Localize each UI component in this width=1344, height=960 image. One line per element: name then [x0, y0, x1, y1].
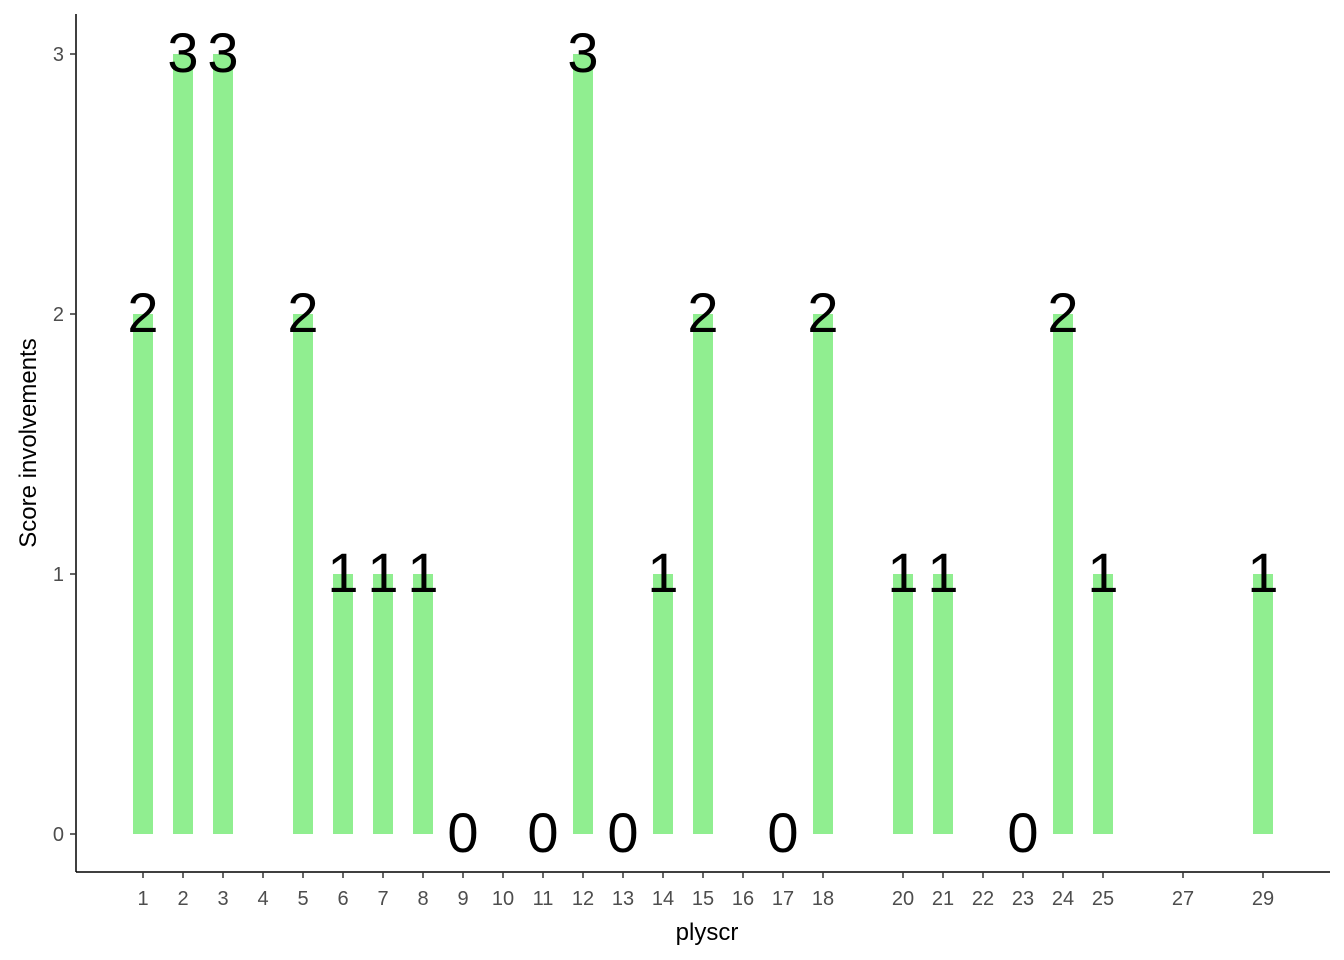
bar — [573, 54, 593, 834]
bar — [653, 574, 673, 834]
bar — [293, 314, 313, 834]
bar — [1093, 574, 1113, 834]
bar — [173, 54, 193, 834]
x-tick-label: 9 — [457, 888, 468, 910]
x-tick-label: 8 — [417, 888, 428, 910]
bar — [373, 574, 393, 834]
x-tick-label: 3 — [217, 888, 228, 910]
bar — [1053, 314, 1073, 834]
bar — [813, 314, 833, 834]
bar-value-label: 3 — [207, 21, 238, 84]
bar — [333, 574, 353, 834]
bar-value-label: 1 — [327, 541, 358, 604]
bars-layer — [133, 54, 1273, 834]
bar-value-label: 2 — [1047, 281, 1078, 344]
x-tick-label: 13 — [612, 888, 634, 910]
y-tick-label: 3 — [53, 44, 64, 66]
bar-value-label: 1 — [1247, 541, 1278, 604]
x-tick-label: 17 — [772, 888, 794, 910]
bar — [413, 574, 433, 834]
x-tick-label: 29 — [1252, 888, 1274, 910]
x-tick-label: 23 — [1012, 888, 1034, 910]
bar-value-label: 3 — [167, 21, 198, 84]
x-tick-label: 1 — [137, 888, 148, 910]
bar — [133, 314, 153, 834]
x-tick-label: 25 — [1092, 888, 1114, 910]
bar-value-label: 1 — [927, 541, 958, 604]
x-tick-label: 20 — [892, 888, 914, 910]
y-tick-label: 2 — [53, 304, 64, 326]
bar-value-label: 0 — [1007, 801, 1038, 864]
y-axis: 0 1 2 3 — [53, 14, 77, 872]
bar-value-label: 2 — [287, 281, 318, 344]
x-tick-label: 15 — [692, 888, 714, 910]
x-tick-label: 5 — [297, 888, 308, 910]
bar — [933, 574, 953, 834]
bar-value-label: 1 — [1087, 541, 1118, 604]
x-tick-label: 24 — [1052, 888, 1074, 910]
x-tick-label: 10 — [492, 888, 514, 910]
x-axis: 1 2 3 4 5 6 7 8 9 10 11 12 13 14 15 16 17 18 20 21 22 23 24 25 2… — [76, 871, 1330, 910]
x-tick-label: 11 — [533, 888, 554, 910]
bar-value-label: 2 — [807, 281, 838, 344]
x-tick-label: 6 — [337, 888, 348, 910]
x-tick-label: 21 — [932, 888, 954, 910]
x-tick-label: 7 — [377, 888, 388, 910]
bar-value-label: 2 — [127, 281, 158, 344]
bar-value-label: 0 — [447, 801, 478, 864]
x-tick-label: 16 — [732, 888, 754, 910]
bar-value-label: 2 — [687, 281, 718, 344]
y-axis-title: Score involvements — [15, 338, 42, 547]
x-tick-label: 2 — [177, 888, 188, 910]
bar-value-label: 0 — [527, 801, 558, 864]
x-tick-label: 18 — [812, 888, 834, 910]
bar-value-label: 0 — [607, 801, 638, 864]
bar-value-label: 1 — [647, 541, 678, 604]
y-tick-label: 1 — [53, 564, 64, 586]
bar-value-label: 1 — [407, 541, 438, 604]
y-tick-label: 0 — [53, 824, 64, 846]
bar — [693, 314, 713, 834]
bar-value-label: 1 — [367, 541, 398, 604]
bar-value-label: 3 — [567, 21, 598, 84]
x-tick-label: 27 — [1172, 888, 1194, 910]
x-tick-label: 14 — [652, 888, 674, 910]
bar — [213, 54, 233, 834]
bar — [893, 574, 913, 834]
x-tick-label: 22 — [972, 888, 994, 910]
x-tick-label: 4 — [257, 888, 268, 910]
bar-value-label: 1 — [887, 541, 918, 604]
bar-value-label: 0 — [767, 801, 798, 864]
x-tick-label: 12 — [572, 888, 594, 910]
bar — [1253, 574, 1273, 834]
x-axis-title: plyscr — [676, 919, 739, 946]
